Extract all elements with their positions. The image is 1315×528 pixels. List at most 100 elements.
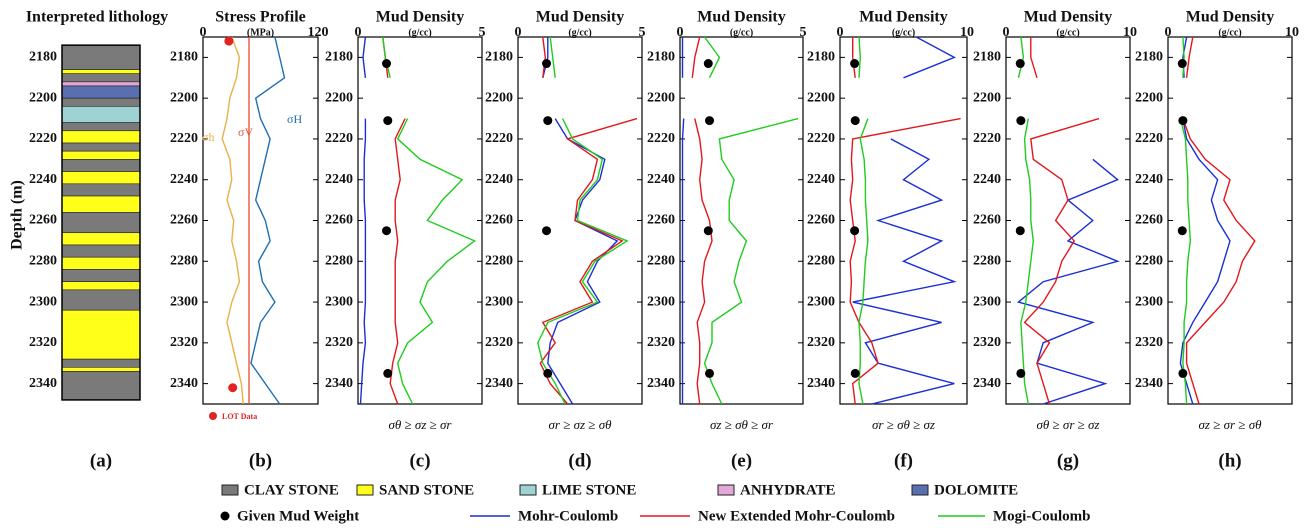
lithology-layer <box>61 142 141 152</box>
lot-point <box>224 36 234 46</box>
mud-weight-point <box>542 226 552 236</box>
curve-label: σh <box>202 130 214 144</box>
y-tick-label: 2200 <box>29 90 57 105</box>
mud-weight-point <box>703 226 713 236</box>
lithology-layer <box>61 85 141 99</box>
y-tick-label: 2200 <box>973 90 1001 105</box>
mud-weight-point <box>1016 368 1026 378</box>
lithology-layer <box>61 97 141 107</box>
y-tick-label: 2240 <box>325 172 353 187</box>
legend-swatch <box>221 484 239 496</box>
profile-line <box>1182 36 1256 405</box>
y-tick-label: 2220 <box>170 131 198 146</box>
y-tick-label: 2240 <box>485 172 513 187</box>
y-tick-label: 2280 <box>807 253 835 268</box>
profile-line <box>537 36 629 405</box>
mud-weight-point <box>850 226 860 236</box>
profile-line <box>849 37 961 405</box>
y-tick-label: 2340 <box>170 376 198 391</box>
lithology-layer <box>61 232 141 246</box>
lithology-layer <box>61 195 141 213</box>
mud-weight-point <box>1178 116 1188 126</box>
profile-line <box>539 36 638 405</box>
y-tick-label: 2260 <box>29 213 57 228</box>
mud-weight-point <box>1015 59 1025 69</box>
panel-label: (h) <box>1218 450 1241 471</box>
y-tick-label: 2320 <box>170 335 198 350</box>
y-tick-label: 2200 <box>170 90 198 105</box>
profile-line <box>1016 158 1120 405</box>
panel-label: (e) <box>731 450 752 471</box>
panel-label: (b) <box>249 450 272 471</box>
mud-weight-point <box>382 59 392 69</box>
x-tick-label: 0 <box>1165 25 1172 40</box>
y-tick-label: 2340 <box>973 376 1001 391</box>
y-tick-label: 2280 <box>647 253 675 268</box>
x-tick-label: 5 <box>800 25 807 40</box>
profile-line <box>681 37 685 404</box>
lithology-layer <box>61 289 141 311</box>
profile-line <box>703 36 799 405</box>
panel-caption: σθ ≥ σr ≥ σz <box>1036 417 1099 432</box>
curve-label: σV <box>238 125 253 139</box>
y-tick-label: 2180 <box>807 50 835 65</box>
y-tick-label: 2220 <box>973 131 1001 146</box>
y-tick-label: 2180 <box>29 50 57 65</box>
y-tick-label: 2340 <box>807 376 835 391</box>
y-tick-label: 2180 <box>973 50 1001 65</box>
profile-line <box>542 37 619 405</box>
panel-caption: σr ≥ σz ≥ σθ <box>548 417 612 432</box>
mud-weight-point <box>1177 59 1187 69</box>
mud-weight-point <box>382 226 392 236</box>
y-tick-label: 2320 <box>1135 335 1163 350</box>
y-tick-label: 2300 <box>170 294 198 309</box>
y-tick-label: 2260 <box>485 213 513 228</box>
plot-frame <box>517 36 643 405</box>
x-tick-label: 0 <box>355 25 362 40</box>
y-tick-label: 2300 <box>485 294 513 309</box>
panel-label: (a) <box>90 450 112 471</box>
y-tick-label: 2220 <box>807 131 835 146</box>
y-tick-label: 2220 <box>485 131 513 146</box>
y-tick-label: 2240 <box>647 172 675 187</box>
panel-title: Mud Density <box>1186 9 1274 26</box>
y-tick-label: 2340 <box>485 376 513 391</box>
lithology-layer <box>61 212 141 234</box>
y-tick-label: 2340 <box>1135 376 1163 391</box>
panel-caption: σθ ≥ σz ≥ σr <box>388 417 452 432</box>
lithology-layer <box>61 44 141 70</box>
profile-line <box>1017 36 1035 405</box>
y-tick-label: 2320 <box>325 335 353 350</box>
mud-weight-point <box>705 368 715 378</box>
y-tick-label: 2260 <box>647 213 675 228</box>
profile-line <box>852 36 957 405</box>
y-tick-label: 2200 <box>325 90 353 105</box>
y-tick-label: 2180 <box>647 50 675 65</box>
y-tick-label: 2320 <box>807 335 835 350</box>
y-tick-label: 2220 <box>325 131 353 146</box>
y-tick-label: 2320 <box>647 335 675 350</box>
x-tick-label: 0 <box>515 25 522 40</box>
legend-swatch <box>717 484 735 496</box>
y-tick-label: 2180 <box>325 50 353 65</box>
legend-label: LOT Data <box>222 412 257 421</box>
lithology-layer <box>61 366 141 372</box>
mud-weight-point <box>383 368 393 378</box>
profile-line <box>1023 37 1100 405</box>
panel-title: Mud Density <box>859 9 947 26</box>
legend-label: CLAY STONE <box>244 482 339 498</box>
legend-label: Given Mud Weight <box>237 508 359 524</box>
legend-swatch <box>911 484 929 496</box>
legend-label: Mohr-Coulomb <box>518 508 618 524</box>
y-tick-label: 2300 <box>647 294 675 309</box>
x-tick-label: 0 <box>837 25 844 40</box>
mud-weight-point <box>1177 226 1187 236</box>
lithology-layer <box>61 183 141 197</box>
panel-label: (d) <box>568 450 591 471</box>
mud-weight-point <box>705 116 715 126</box>
curve-label: σH <box>287 112 302 126</box>
y-tick-label: 2200 <box>807 90 835 105</box>
panel-subtitle: (g/cc) <box>408 27 431 38</box>
lithology-layer <box>61 122 141 132</box>
